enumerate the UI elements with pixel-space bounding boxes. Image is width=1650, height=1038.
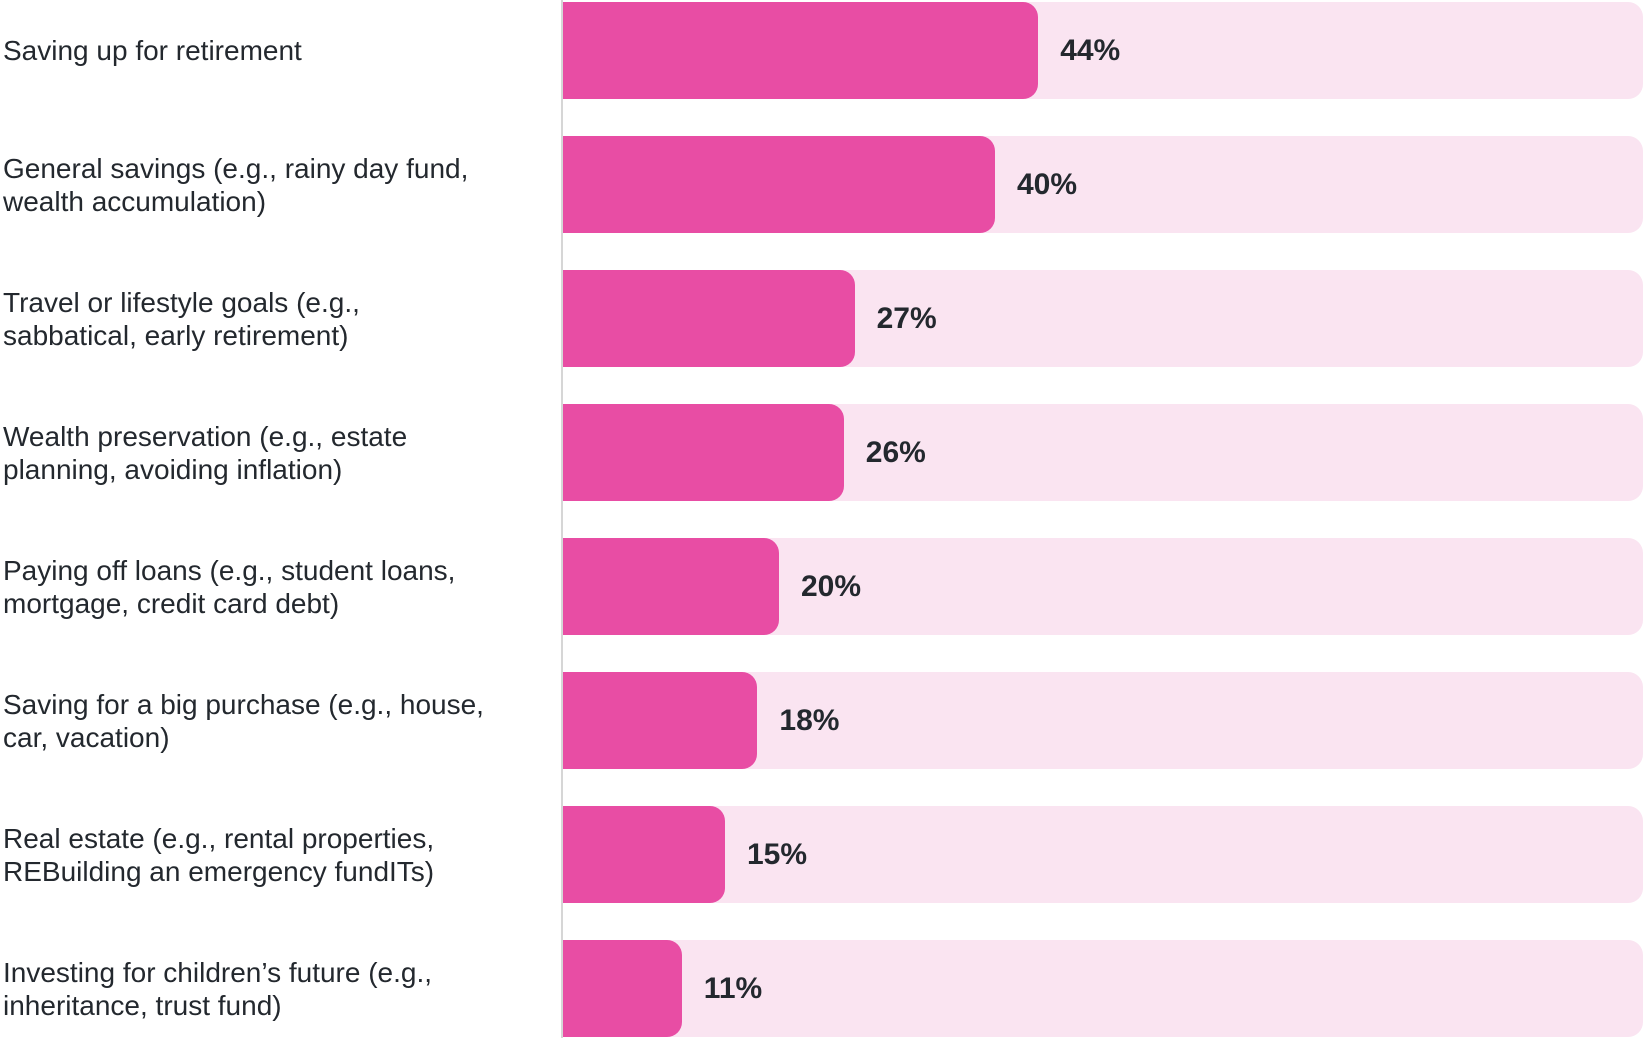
bar-fill — [563, 404, 844, 501]
value-label: 15% — [747, 837, 808, 871]
category-label: Paying off loans (e.g., student loans, m… — [3, 554, 456, 619]
bar-track: 20% — [563, 538, 1643, 635]
bar-row: Wealth preservation (e.g., estate planni… — [0, 404, 1643, 501]
value-label: 27% — [876, 301, 937, 335]
category-label: Investing for children’s future (e.g., i… — [3, 956, 433, 1021]
value-label: 11% — [703, 971, 763, 1005]
bar-row: Investing for children’s future (e.g., i… — [0, 940, 1643, 1037]
bar-row: Saving for a big purchase (e.g., house, … — [0, 672, 1643, 769]
bar-track: 40% — [563, 136, 1643, 233]
bar-track: 11% — [563, 940, 1643, 1037]
bar-row: Real estate (e.g., rental properties, RE… — [0, 806, 1643, 903]
value-label: 18% — [779, 703, 840, 737]
value-label: 20% — [801, 569, 862, 603]
bar-row: Paying off loans (e.g., student loans, m… — [0, 538, 1643, 635]
category-label: Travel or lifestyle goals (e.g., sabbati… — [3, 286, 360, 351]
bar-fill — [563, 270, 855, 367]
bar-track: 44% — [563, 2, 1643, 99]
bar-fill — [563, 136, 995, 233]
bar-track: 27% — [563, 270, 1643, 367]
bar-track: 18% — [563, 672, 1643, 769]
bar-fill — [563, 672, 758, 769]
bar-row: Saving up for retirement 44% — [0, 2, 1643, 99]
bar-row: Travel or lifestyle goals (e.g., sabbati… — [0, 270, 1643, 367]
value-label: 44% — [1060, 33, 1121, 67]
bar-track: 15% — [563, 806, 1643, 903]
category-label: Saving up for retirement — [3, 35, 302, 66]
axis-baseline — [561, 0, 563, 1038]
value-label: 26% — [865, 435, 926, 469]
bar-fill — [563, 538, 779, 635]
bar-fill — [563, 806, 725, 903]
bar-fill — [563, 2, 1039, 99]
bar-track: 26% — [563, 404, 1643, 501]
bar-row: General savings (e.g., rainy day fund, w… — [0, 136, 1643, 233]
category-label: Real estate (e.g., rental properties, RE… — [3, 822, 435, 887]
bar-fill — [563, 940, 682, 1037]
category-label: General savings (e.g., rainy day fund, w… — [3, 152, 469, 217]
value-label: 40% — [1017, 167, 1078, 201]
category-label: Wealth preservation (e.g., estate planni… — [3, 420, 408, 485]
category-label: Saving for a big purchase (e.g., house, … — [3, 688, 484, 753]
